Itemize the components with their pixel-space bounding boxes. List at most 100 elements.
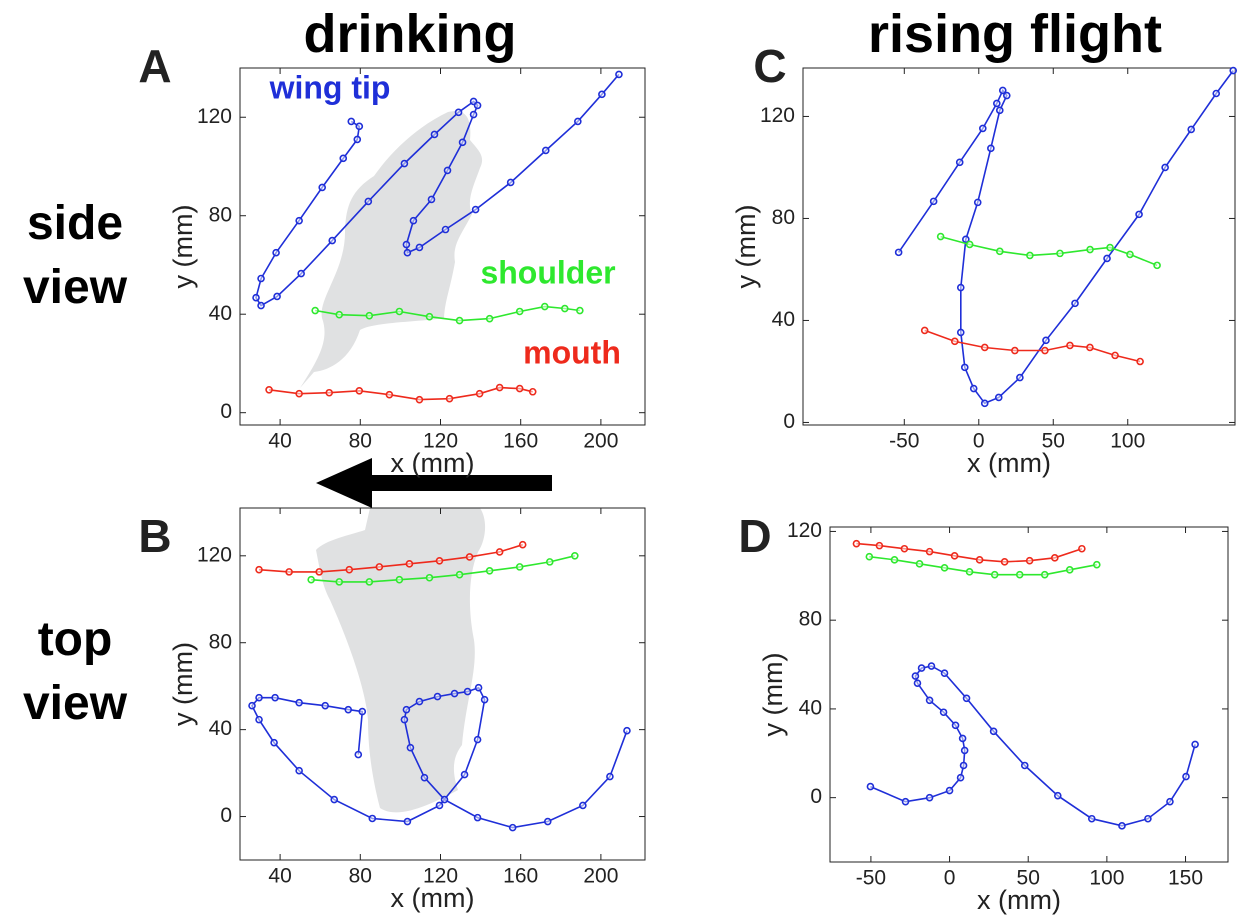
point-marker [1020, 761, 1029, 770]
point-marker [1000, 558, 1009, 566]
x-tick-label: 160 [503, 865, 538, 888]
point-marker [866, 782, 875, 791]
point-marker [1118, 822, 1126, 830]
point-marker [330, 795, 339, 804]
plot-frame [239, 67, 646, 426]
column-title: drinking [303, 4, 517, 64]
point-marker [385, 390, 394, 399]
x-tick-label: 160 [503, 430, 538, 453]
point-marker [994, 393, 1003, 402]
point-marker [998, 86, 1007, 95]
point-marker [1066, 341, 1074, 350]
panel: -50 0 50 100 0 40 80 120 x (mm) y (mm) C [731, 40, 1238, 478]
y-tick-label: 120 [197, 543, 232, 566]
x-tick-label: -50 [856, 867, 886, 890]
point-marker [295, 766, 303, 775]
point-marker [1086, 343, 1094, 352]
point-marker [960, 363, 969, 372]
point-marker [1166, 797, 1174, 806]
point-marker [950, 337, 959, 346]
x-tick-label: 120 [423, 430, 458, 453]
point-marker [1126, 250, 1134, 259]
point-marker [321, 701, 330, 710]
x-axis-label: x (mm) [391, 883, 475, 913]
point-marker [463, 687, 472, 696]
series-line [897, 70, 1234, 405]
point-marker [1136, 357, 1144, 366]
point-marker [1135, 210, 1143, 219]
point-marker [945, 786, 954, 795]
point-marker [270, 738, 278, 747]
series-line [870, 665, 1196, 827]
point-marker [579, 801, 587, 810]
point-marker [365, 311, 374, 320]
point-marker [1015, 570, 1024, 579]
point-marker [925, 547, 934, 556]
point-marker [347, 117, 356, 126]
point-marker [623, 726, 631, 735]
y-tick-label: 40 [209, 717, 232, 740]
point-marker [515, 563, 524, 571]
point-marker [894, 248, 903, 257]
point-marker [995, 247, 1004, 256]
series-line [268, 386, 533, 401]
point-marker [368, 814, 377, 823]
point-marker [1087, 814, 1096, 823]
point-marker [460, 770, 469, 779]
x-tick-label: 0 [973, 430, 985, 453]
point-marker [400, 159, 409, 168]
point-marker [980, 399, 989, 408]
point-marker [875, 541, 884, 550]
point-marker [441, 225, 450, 234]
point-marker [1191, 740, 1199, 749]
point-marker [543, 817, 552, 826]
series-line [251, 686, 628, 829]
y-tick-label: 0 [220, 400, 232, 423]
point-marker [865, 552, 874, 561]
bat-silhouette-top [316, 508, 486, 813]
y-tick-label: 80 [799, 608, 822, 631]
point-marker [995, 106, 1004, 115]
point-marker [1040, 570, 1049, 579]
point-marker [927, 662, 936, 670]
point-marker [427, 195, 436, 204]
point-marker [1106, 243, 1114, 252]
point-marker [1111, 351, 1119, 360]
point-marker [1161, 163, 1169, 172]
point-marker [400, 715, 409, 724]
x-axis-label: x (mm) [391, 448, 475, 478]
point-marker [576, 306, 584, 315]
point-marker [473, 813, 482, 822]
point-marker [465, 553, 474, 561]
point-marker [358, 707, 367, 716]
point-marker [364, 197, 373, 206]
point-marker [960, 746, 969, 755]
series-line [258, 543, 523, 573]
point-marker [890, 556, 899, 564]
point-marker [1002, 91, 1011, 100]
point-marker [365, 578, 374, 586]
point-marker [925, 696, 934, 705]
point-marker [1153, 261, 1161, 270]
y-tick-label: 120 [787, 519, 822, 542]
point-marker [1103, 254, 1111, 263]
point-marker [257, 274, 265, 283]
point-marker [1025, 556, 1034, 565]
point-marker [541, 146, 550, 155]
point-marker [311, 306, 319, 315]
panel-letter: C [753, 40, 786, 92]
point-marker [950, 552, 959, 560]
point-marker [325, 388, 334, 397]
point-marker [987, 144, 995, 153]
point-marker [1026, 251, 1034, 260]
point-marker [951, 721, 960, 730]
point-marker [1187, 125, 1196, 134]
point-marker [518, 540, 527, 549]
x-axis-label: x (mm) [977, 885, 1061, 915]
y-tick-label: 40 [209, 302, 232, 325]
point-marker [450, 689, 459, 698]
point-marker [454, 108, 463, 117]
point-marker [955, 158, 964, 167]
panel: -50 0 50 100 150 0 40 80 120 x (mm) y (mm) D [738, 510, 1229, 915]
point-marker [295, 216, 303, 225]
